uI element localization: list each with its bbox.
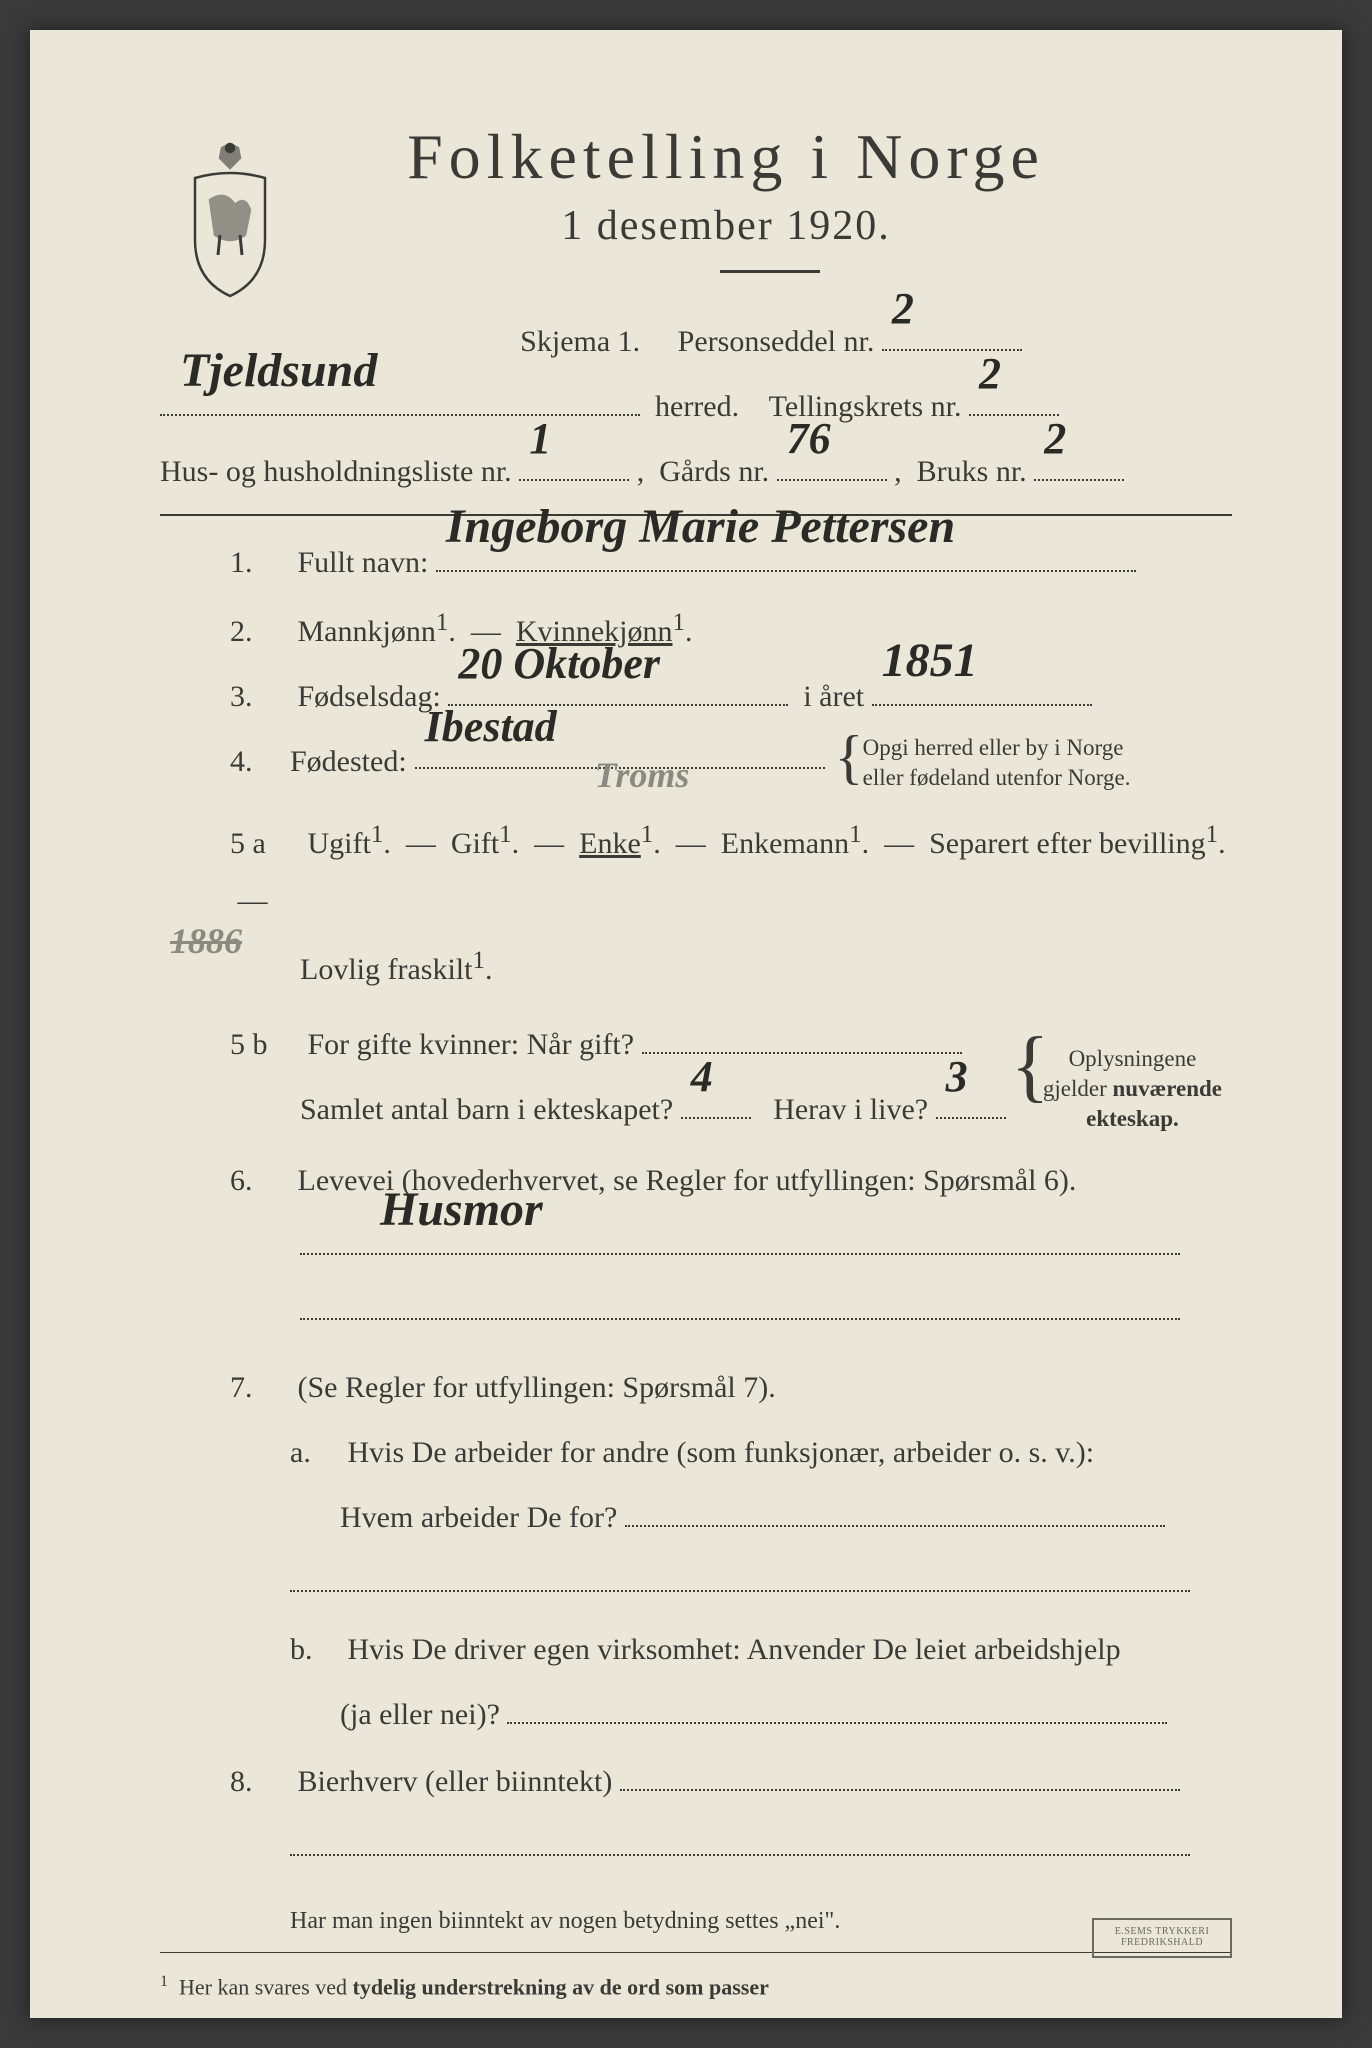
q3-year-label: i året (803, 680, 864, 713)
q8-blank (160, 1818, 1232, 1875)
q4-num: 4. (230, 733, 290, 790)
footnote-line: 1 Her kan svares ved tydelig understrekn… (160, 1973, 1232, 2000)
q8-line: 8. Bierhverv (eller biinntekt) (160, 1753, 1232, 1810)
q5b-val2: 4 (691, 1035, 713, 1119)
q5a-line2: Lovlig fraskilt1. 1886 (160, 937, 1232, 998)
q6-num: 6. (230, 1152, 290, 1209)
q1-label: Fullt navn: (298, 546, 429, 579)
q1-value: Ingeborg Marie Pettersen (446, 481, 955, 572)
herred-label: herred. (655, 390, 739, 423)
hus-value: 1 (529, 397, 551, 481)
person-nr-value: 2 (892, 267, 914, 351)
q6-value: Husmor (380, 1164, 543, 1255)
q5a-opt5: Separert efter bevilling (929, 827, 1206, 860)
form-header: Folketelling i Norge 1 desember 1920. (160, 120, 1232, 273)
q7a-l2: Hvem arbeider De for? (340, 1501, 617, 1534)
q1-line: 1. Fullt navn: Ingeborg Marie Pettersen (160, 534, 1232, 591)
q7a-line1: a. Hvis De arbeider for andre (som funks… (160, 1424, 1232, 1481)
q8-num: 8. (230, 1753, 290, 1810)
q5b-line2: Samlet antal barn i ekteskapet? 4 Herav … (160, 1081, 1232, 1138)
q3-line: 3. Fødselsdag: 20 Oktober i året 1851 (160, 668, 1232, 725)
q5a-struck: 1886 (170, 907, 1182, 1000)
q7b-line2: (ja eller nei)? (160, 1686, 1232, 1743)
q4-line: 4. Fødested: Ibestad Troms Opgi herred e… (160, 733, 1232, 793)
q7a-blank (160, 1554, 1232, 1611)
bruks-value: 2 (1044, 397, 1066, 481)
q7-num: 7. (230, 1359, 290, 1416)
herred-line: Tjeldsund herred. Tellingskrets nr. 2 (160, 378, 1232, 435)
q5b-val3: 3 (946, 1035, 968, 1119)
q7a-num: a. (290, 1424, 340, 1481)
q7b-l2: (ja eller nei)? (340, 1698, 500, 1731)
q5b-note-l1: Oplysningene (1069, 1046, 1197, 1071)
q6-line: 6. Levevei (hovederhvervet, se Regler fo… (160, 1152, 1232, 1209)
form-title: Folketelling i Norge (220, 120, 1232, 194)
q5b-label1: For gifte kvinner: Når gift? (308, 1028, 635, 1061)
person-label: Personseddel nr. (678, 325, 875, 358)
gards-value: 76 (787, 397, 831, 481)
skjema-label: Skjema 1. (520, 325, 640, 358)
q6-value-line: Husmor (160, 1217, 1232, 1274)
q4-note-l2: eller fødeland utenfor Norge. (863, 765, 1131, 790)
q4-note-l1: Opgi herred eller by i Norge (863, 735, 1124, 760)
q2-num: 2. (230, 603, 290, 660)
q7-line: 7. (Se Regler for utfyllingen: Spørsmål … (160, 1359, 1232, 1416)
q5a-opt4: Enkemann (721, 827, 849, 860)
q7a-line2: Hvem arbeider De for? (160, 1489, 1232, 1546)
q8-label: Bierhverv (eller biinntekt) (298, 1765, 613, 1798)
q4-value: Ibestad (425, 685, 557, 769)
q6-blank (160, 1282, 1232, 1339)
form-subtitle: 1 desember 1920. (220, 202, 1232, 250)
q7b-line1: b. Hvis De driver egen virksomhet: Anven… (160, 1621, 1232, 1678)
q5a-opt1: Ugift (308, 827, 371, 860)
q5b-label2: Samlet antal barn i ekteskapet? (300, 1093, 673, 1126)
q4-note: Opgi herred eller by i Norge eller fødel… (843, 733, 1131, 793)
q5b-num: 5 b (230, 1016, 300, 1073)
q5b-label3: Herav i live? (773, 1093, 928, 1126)
q1-num: 1. (230, 534, 290, 591)
q2-sup-b: 1 (672, 609, 685, 636)
q7b-l1: Hvis De driver egen virksomhet: Anvender… (348, 1633, 1121, 1666)
q3-year-value: 1851 (882, 615, 978, 706)
printer-stamp: E.SEMS TRYKKERI FREDRIKSHALD (1092, 1918, 1232, 1958)
header-rule (720, 270, 820, 273)
footer-note: Har man ingen biinntekt av nogen betydni… (160, 1899, 1232, 1945)
census-form-page: Folketelling i Norge 1 desember 1920. Sk… (30, 30, 1342, 2018)
q4-faint: Troms (595, 741, 690, 809)
footnote-text: Her kan svares ved tydelig understreknin… (179, 1975, 769, 2000)
q5a-opt3: Enke (579, 827, 641, 860)
q5a-opt2: Gift (451, 827, 499, 860)
divider-foot (160, 1952, 1232, 1953)
q2-sup-a: 1 (436, 609, 449, 636)
tellingskrets-value: 2 (979, 332, 1001, 416)
coat-of-arms-icon (170, 140, 290, 300)
q5a-num: 5 a (230, 815, 300, 872)
q7-label: (Se Regler for utfyllingen: Spørsmål 7). (298, 1371, 776, 1404)
q4-label: Fødested: (290, 733, 407, 790)
footnote-sup: 1 (160, 1973, 168, 1990)
q7a-l1: Hvis De arbeider for andre (som funksjon… (348, 1436, 1095, 1469)
q7b-num: b. (290, 1621, 340, 1678)
q2-opt-a: Mannkjønn (298, 615, 436, 648)
herred-value: Tjeldsund (180, 325, 377, 416)
q3-label: Fødselsdag: (298, 680, 441, 713)
q3-num: 3. (230, 668, 290, 725)
q2-line: 2. Mannkjønn1. — Kvinnekjønn1. (160, 599, 1232, 660)
